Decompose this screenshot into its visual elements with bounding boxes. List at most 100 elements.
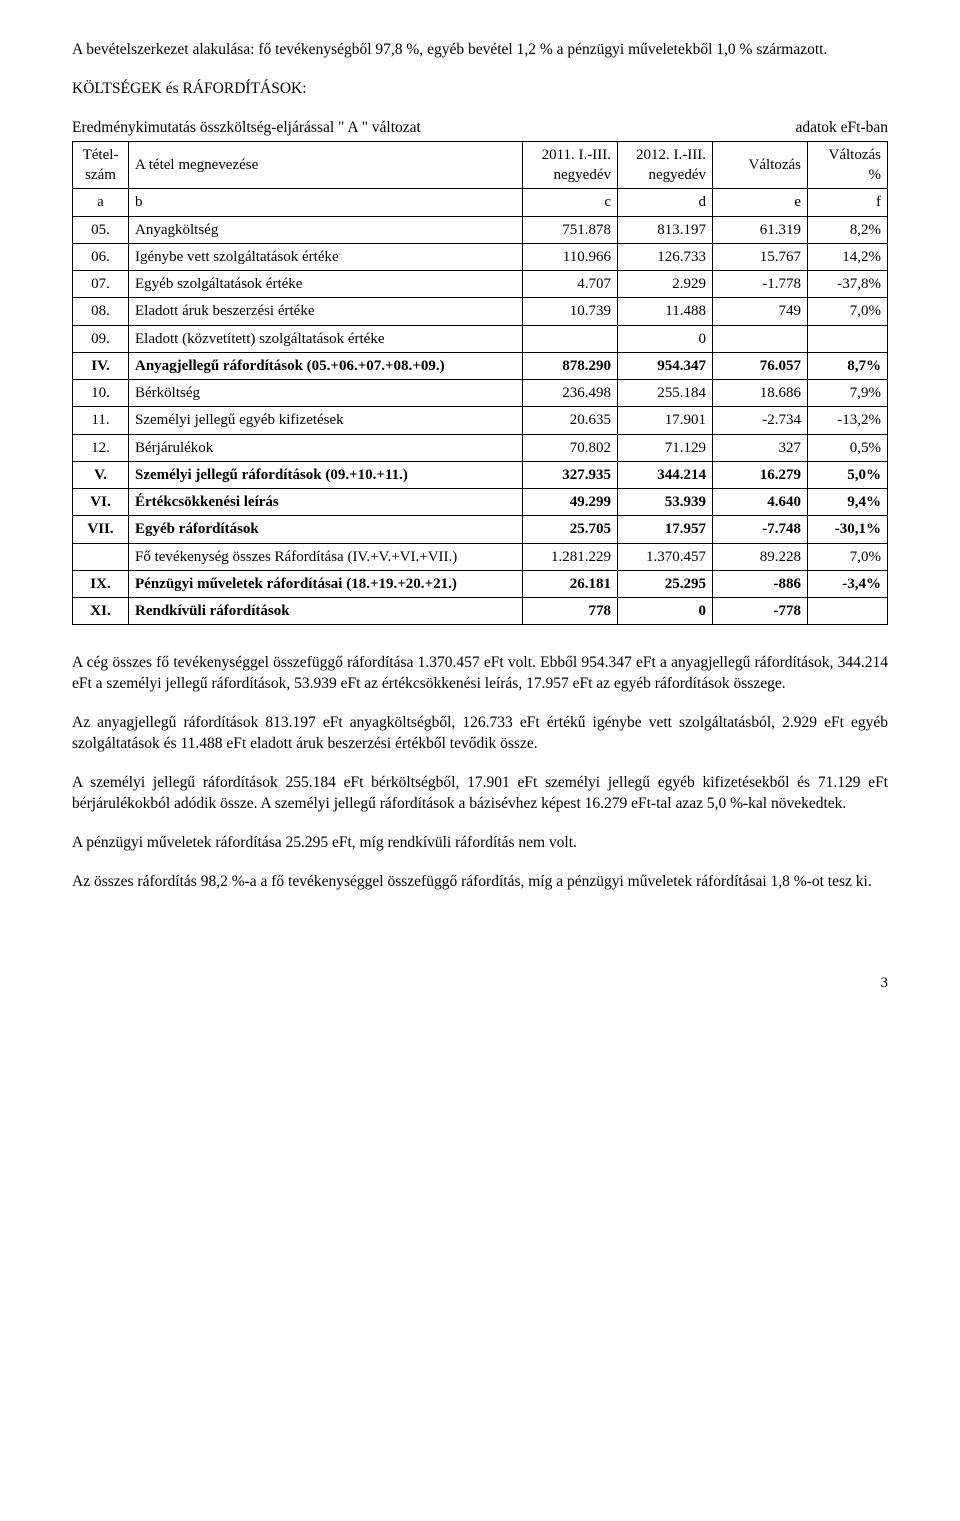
cell-e: -886 <box>713 570 808 597</box>
cell-f: -3,4% <box>808 570 888 597</box>
cell-d: 25.295 <box>618 570 713 597</box>
table-row: 08.Eladott áruk beszerzési értéke10.7391… <box>73 298 888 325</box>
cell-c: 751.878 <box>523 216 618 243</box>
cell-c: 778 <box>523 598 618 625</box>
th-sub-e: e <box>713 189 808 216</box>
cell-b: Igénybe vett szolgáltatások értéke <box>129 243 523 270</box>
cell-d: 344.214 <box>618 461 713 488</box>
para-2: Az anyagjellegű ráfordítások 813.197 eFt… <box>72 713 888 755</box>
intro-paragraph: A bevételszerkezet alakulása: fő tevéken… <box>72 40 888 61</box>
table-row: 06.Igénybe vett szolgáltatások értéke110… <box>73 243 888 270</box>
th-f: Változás % <box>808 141 888 189</box>
cell-c: 110.966 <box>523 243 618 270</box>
cell-e: 16.279 <box>713 461 808 488</box>
cell-e: 76.057 <box>713 352 808 379</box>
table-row: 12.Bérjárulékok70.80271.1293270,5% <box>73 434 888 461</box>
cell-e: -778 <box>713 598 808 625</box>
table-row: V.Személyi jellegű ráfordítások (09.+10.… <box>73 461 888 488</box>
cell-c: 10.739 <box>523 298 618 325</box>
cell-a: 07. <box>73 271 129 298</box>
cell-f: -37,8% <box>808 271 888 298</box>
cell-d: 17.957 <box>618 516 713 543</box>
cell-d: 954.347 <box>618 352 713 379</box>
table-row: VI.Értékcsökkenési leírás49.29953.9394.6… <box>73 489 888 516</box>
table-body: 05.Anyagköltség751.878813.19761.3198,2%0… <box>73 216 888 625</box>
th-a: Tétel-szám <box>73 141 129 189</box>
cell-b: Bérjárulékok <box>129 434 523 461</box>
cell-b: Személyi jellegű ráfordítások (09.+10.+1… <box>129 461 523 488</box>
cell-f: 7,9% <box>808 380 888 407</box>
th-sub-b: b <box>129 189 523 216</box>
cell-e: 89.228 <box>713 543 808 570</box>
th-b: A tétel megnevezése <box>129 141 523 189</box>
cell-d: 71.129 <box>618 434 713 461</box>
cell-b: Fő tevékenység összes Ráfordítása (IV.+V… <box>129 543 523 570</box>
cell-d: 813.197 <box>618 216 713 243</box>
cell-c: 20.635 <box>523 407 618 434</box>
cell-a: 09. <box>73 325 129 352</box>
table-row: IV.Anyagjellegű ráfordítások (05.+06.+07… <box>73 352 888 379</box>
cell-e: 61.319 <box>713 216 808 243</box>
cell-a: VI. <box>73 489 129 516</box>
cell-d: 1.370.457 <box>618 543 713 570</box>
cell-c: 878.290 <box>523 352 618 379</box>
cell-b: Egyéb szolgáltatások értéke <box>129 271 523 298</box>
cell-b: Értékcsökkenési leírás <box>129 489 523 516</box>
cell-c <box>523 325 618 352</box>
cell-d: 17.901 <box>618 407 713 434</box>
cell-c: 327.935 <box>523 461 618 488</box>
page-number: 3 <box>72 973 888 993</box>
cell-a: IV. <box>73 352 129 379</box>
cell-f: 7,0% <box>808 298 888 325</box>
cell-f <box>808 598 888 625</box>
para-5: Az összes ráfordítás 98,2 %-a a fő tevék… <box>72 872 888 893</box>
cell-a: VII. <box>73 516 129 543</box>
cell-f: 8,2% <box>808 216 888 243</box>
cell-d: 11.488 <box>618 298 713 325</box>
table-row: XI.Rendkívüli ráfordítások7780-778 <box>73 598 888 625</box>
cell-c: 236.498 <box>523 380 618 407</box>
cell-e: 18.686 <box>713 380 808 407</box>
th-e: Változás <box>713 141 808 189</box>
cell-e <box>713 325 808 352</box>
th-sub-c: c <box>523 189 618 216</box>
cell-d: 255.184 <box>618 380 713 407</box>
cell-d: 2.929 <box>618 271 713 298</box>
table-row: 09.Eladott (közvetített) szolgáltatások … <box>73 325 888 352</box>
cell-a: XI. <box>73 598 129 625</box>
cell-e: 4.640 <box>713 489 808 516</box>
cell-d: 53.939 <box>618 489 713 516</box>
costs-table: Tétel-szám A tétel megnevezése 2011. I.-… <box>72 141 888 626</box>
table-row: Fő tevékenység összes Ráfordítása (IV.+V… <box>73 543 888 570</box>
cell-e: -1.778 <box>713 271 808 298</box>
table-row: 07.Egyéb szolgáltatások értéke4.7072.929… <box>73 271 888 298</box>
para-4: A pénzügyi műveletek ráfordítása 25.295 … <box>72 833 888 854</box>
cell-b: Anyagköltség <box>129 216 523 243</box>
subtitle-right: adatok eFt-ban <box>795 118 888 139</box>
cell-f <box>808 325 888 352</box>
th-d: 2012. I.-III. negyedév <box>618 141 713 189</box>
cell-e: -2.734 <box>713 407 808 434</box>
table-row: 11.Személyi jellegű egyéb kifizetések20.… <box>73 407 888 434</box>
cell-a: 08. <box>73 298 129 325</box>
cell-f: 7,0% <box>808 543 888 570</box>
cell-a <box>73 543 129 570</box>
table-caption: Eredménykimutatás összköltség-eljárással… <box>72 118 888 139</box>
cell-f: 14,2% <box>808 243 888 270</box>
cell-f: 0,5% <box>808 434 888 461</box>
cell-a: 11. <box>73 407 129 434</box>
cell-e: 15.767 <box>713 243 808 270</box>
cell-b: Anyagjellegű ráfordítások (05.+06.+07.+0… <box>129 352 523 379</box>
cell-a: V. <box>73 461 129 488</box>
cell-c: 26.181 <box>523 570 618 597</box>
cell-c: 4.707 <box>523 271 618 298</box>
cell-b: Eladott áruk beszerzési értéke <box>129 298 523 325</box>
cell-d: 126.733 <box>618 243 713 270</box>
cell-a: 12. <box>73 434 129 461</box>
cell-f: 8,7% <box>808 352 888 379</box>
cell-b: Rendkívüli ráfordítások <box>129 598 523 625</box>
cell-a: 10. <box>73 380 129 407</box>
cell-b: Személyi jellegű egyéb kifizetések <box>129 407 523 434</box>
cell-d: 0 <box>618 598 713 625</box>
para-3: A személyi jellegű ráfordítások 255.184 … <box>72 773 888 815</box>
